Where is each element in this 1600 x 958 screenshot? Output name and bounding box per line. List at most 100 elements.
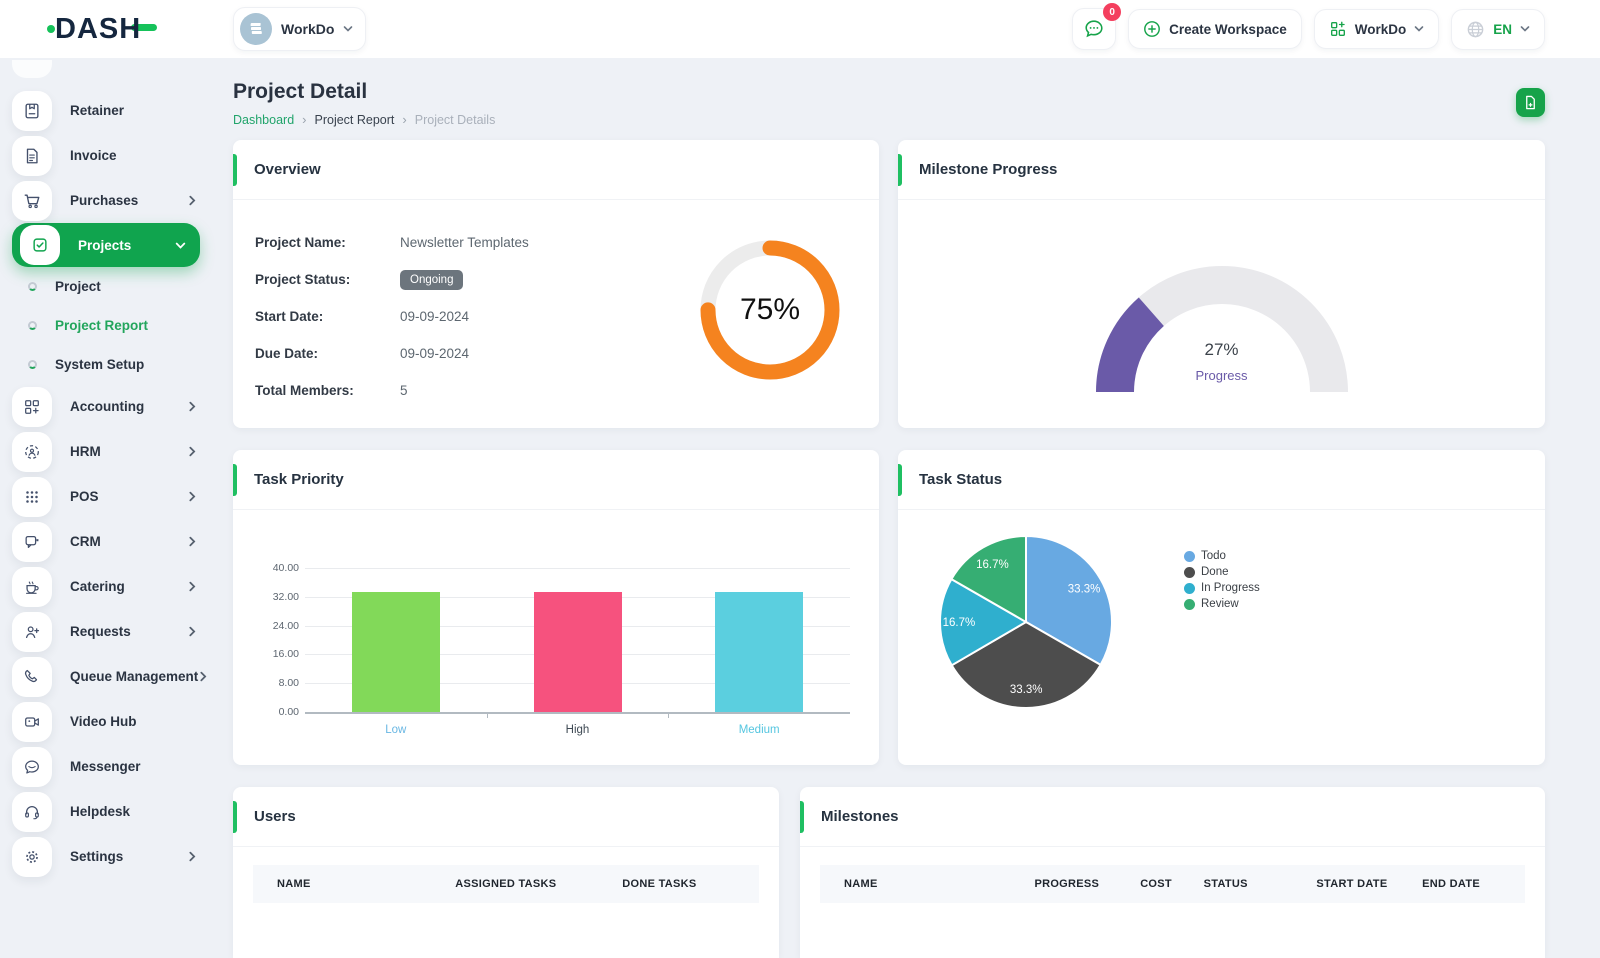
workspace-selector[interactable]: WorkDo xyxy=(233,7,366,51)
breadcrumb-separator: › xyxy=(302,112,306,127)
sidebar-item-queue-management[interactable]: Queue Management xyxy=(0,654,212,699)
language-selector[interactable]: EN xyxy=(1451,9,1545,50)
legend-label: Todo xyxy=(1201,550,1226,562)
page-title: Project Detail xyxy=(233,80,495,104)
globe-icon xyxy=(1466,20,1485,39)
sidebar-item-label: Invoice xyxy=(70,148,117,163)
pos-icon xyxy=(12,477,52,517)
axis-tick xyxy=(487,712,488,718)
gauge-sub-label: Progress xyxy=(1082,368,1362,383)
y-axis-tick-label: 24.00 xyxy=(253,620,299,632)
y-axis-tick-label: 32.00 xyxy=(253,591,299,603)
accounting-icon xyxy=(12,387,52,427)
milestones-card: Milestones NAME PROGRESS COST STATUS STA… xyxy=(800,787,1545,958)
helpdesk-icon xyxy=(12,792,52,832)
sidebar-item-label: Projects xyxy=(78,238,131,253)
sidebar: Retainer Invoice Purchases Projects Proj… xyxy=(0,58,212,900)
milestone-progress-gauge: 27% Progress xyxy=(1082,252,1362,400)
sidebar-subitem-system-setup[interactable]: System Setup xyxy=(0,345,212,384)
sidebar-item-catering[interactable]: Catering xyxy=(0,564,212,609)
language-label: EN xyxy=(1493,22,1512,37)
messenger-icon xyxy=(12,747,52,787)
breadcrumb-dashboard[interactable]: Dashboard xyxy=(233,113,294,127)
sidebar-item-projects[interactable]: Projects xyxy=(12,223,200,267)
sidebar-item-pos[interactable]: POS xyxy=(0,474,212,519)
users-col-name: NAME xyxy=(253,865,445,903)
project-name-value: Newsletter Templates xyxy=(400,235,529,250)
milestones-col-progress: PROGRESS xyxy=(1024,865,1130,903)
users-col-done: DONE TASKS xyxy=(612,865,759,903)
sidebar-item-label: Retainer xyxy=(70,103,124,118)
sidebar-item-label: POS xyxy=(70,489,99,504)
breadcrumb-separator: › xyxy=(402,112,406,127)
chevron-right-icon xyxy=(187,851,198,862)
sidebar-subitem-label: System Setup xyxy=(55,357,144,372)
sidebar-item-label: Accounting xyxy=(70,399,144,414)
video-icon xyxy=(12,702,52,742)
users-table: NAME ASSIGNED TASKS DONE TASKS xyxy=(253,865,759,903)
pie-slice-label: 16.7% xyxy=(943,617,976,629)
sidebar-item-accounting[interactable]: Accounting xyxy=(0,384,212,429)
grid-plus-icon xyxy=(1329,20,1347,38)
milestones-col-status: STATUS xyxy=(1194,865,1307,903)
sidebar-item-crm[interactable]: CRM xyxy=(0,519,212,564)
legend-swatch xyxy=(1184,551,1195,562)
sidebar-item-purchases[interactable]: Purchases xyxy=(0,178,212,223)
sidebar-item-label: Helpdesk xyxy=(70,804,130,819)
overview-card-title: Overview xyxy=(254,161,321,178)
users-card: Users NAME ASSIGNED TASKS DONE TASKS xyxy=(233,787,779,958)
sidebar-item-messenger[interactable]: Messenger xyxy=(0,744,212,789)
messages-button[interactable]: 0 xyxy=(1072,8,1116,50)
workdo-menu-button[interactable]: WorkDo xyxy=(1314,9,1440,49)
sidebar-subitem-project-report[interactable]: Project Report xyxy=(0,306,212,345)
sidebar-subitem-project[interactable]: Project xyxy=(0,267,212,306)
sidebar-item-settings[interactable]: Settings xyxy=(0,834,212,879)
sidebar-item-invoice[interactable]: Invoice xyxy=(0,133,212,178)
sidebar-item-requests[interactable]: Requests xyxy=(0,609,212,654)
pie-slice-label: 16.7% xyxy=(976,559,1009,571)
sidebar-item-hrm[interactable]: HRM xyxy=(0,429,212,474)
gauge-percent-label: 27% xyxy=(1082,340,1362,360)
pie-slice-label: 33.3% xyxy=(1010,684,1043,696)
chevron-down-icon xyxy=(1520,24,1530,34)
legend-label: In Progress xyxy=(1201,582,1260,594)
bar-medium xyxy=(715,592,803,712)
milestones-col-cost: COST xyxy=(1130,865,1193,903)
total-members-value: 5 xyxy=(400,383,408,398)
sidebar-item-helpdesk[interactable]: Helpdesk xyxy=(0,789,212,834)
task-status-pie-chart: 33.3%33.3%16.7%16.7% xyxy=(926,522,1126,722)
card-accent-bar xyxy=(233,464,237,496)
sidebar-item-video-hub[interactable]: Video Hub xyxy=(0,699,212,744)
legend-swatch xyxy=(1184,567,1195,578)
breadcrumb-project-report[interactable]: Project Report xyxy=(315,113,395,127)
users-card-title: Users xyxy=(254,808,296,825)
milestones-card-title: Milestones xyxy=(821,808,899,825)
legend-swatch xyxy=(1184,583,1195,594)
sidebar-item-label: Video Hub xyxy=(70,714,137,729)
app-logo: DASH xyxy=(0,13,210,46)
gridline xyxy=(305,568,850,569)
sidebar-item-label: Queue Management xyxy=(70,669,198,684)
queue-icon xyxy=(12,657,52,697)
create-workspace-button[interactable]: Create Workspace xyxy=(1128,9,1302,49)
create-workspace-label: Create Workspace xyxy=(1169,22,1287,37)
chevron-right-icon xyxy=(187,581,198,592)
task-status-title: Task Status xyxy=(919,471,1002,488)
field-label: Due Date: xyxy=(255,346,400,361)
projects-submenu: Project Project Report System Setup xyxy=(0,267,212,384)
milestones-table-header-row: NAME PROGRESS COST STATUS START DATE END… xyxy=(820,865,1525,903)
card-accent-bar xyxy=(898,154,902,186)
bullet-icon xyxy=(28,282,37,291)
bar-low xyxy=(352,592,440,712)
bar-high xyxy=(534,592,622,712)
field-label: Project Status: xyxy=(255,272,400,287)
sidebar-item-retainer[interactable]: Retainer xyxy=(0,88,212,133)
chat-bubble-icon xyxy=(1083,18,1105,40)
catering-icon xyxy=(12,567,52,607)
export-report-button[interactable] xyxy=(1516,88,1545,117)
overview-card: Overview Project Name:Newsletter Templat… xyxy=(233,140,879,428)
field-label: Start Date: xyxy=(255,309,400,324)
